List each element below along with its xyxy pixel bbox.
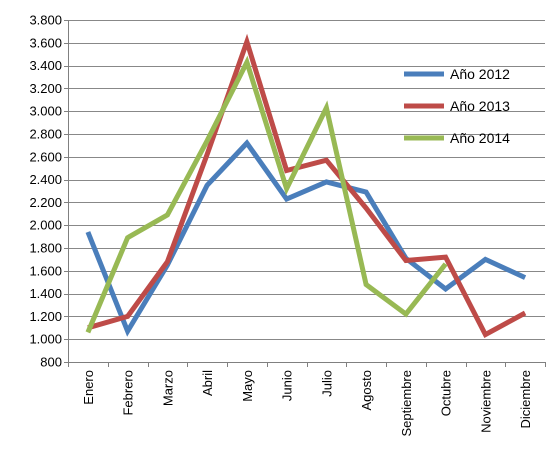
legend: Año 2012 Año 2013 Año 2014: [404, 66, 510, 146]
x-tick-label: Septiembre: [399, 370, 414, 436]
y-tick-label: 3.600: [29, 35, 62, 50]
y-tick-label: 3.200: [29, 81, 62, 96]
y-tick-label: 3.000: [29, 104, 62, 119]
series-layer: [85, 33, 527, 339]
x-tick-label: Mayo: [240, 370, 255, 402]
y-tick-label: 1.400: [29, 286, 62, 301]
legend-label: Año 2014: [450, 130, 510, 146]
x-tick-label: Diciembre: [518, 370, 533, 429]
x-tick-label: Agosto: [359, 370, 374, 410]
y-tick-label: 3.800: [29, 13, 62, 28]
x-tick-label: Julio: [319, 370, 334, 397]
x-tick-label: Enero: [81, 370, 96, 405]
y-tick-labels: 800 1.000 1.200 1.400 1.600 1.800 2.000 2.200 2.…: [29, 13, 62, 370]
x-tick-label: Octubre: [439, 370, 454, 416]
y-tick-label: 2.200: [29, 195, 62, 210]
x-tick-label: Febrero: [121, 370, 136, 416]
y-tick-label: 2.000: [29, 218, 62, 233]
legend-label: Año 2013: [450, 98, 510, 114]
y-tick-label: 2.600: [29, 149, 62, 164]
x-tick-labels: Enero Febrero Marzo Abril Mayo Junio Julio Agos…: [81, 370, 533, 437]
x-tick-label: Marzo: [160, 370, 175, 406]
y-tick-label: 1.600: [29, 263, 62, 278]
series-line-a-o-2014: [85, 55, 448, 334]
y-tick-label: 3.400: [29, 58, 62, 73]
y-tick-label: 1.800: [29, 241, 62, 256]
y-tick-label: 1.200: [29, 309, 62, 324]
legend-label: Año 2012: [450, 66, 510, 82]
y-tick-label: 800: [40, 355, 62, 370]
x-tick-label: Junio: [280, 370, 295, 401]
y-tick-label: 2.800: [29, 127, 62, 142]
x-tick-label: Noviembre: [478, 370, 493, 433]
axis-layer: [64, 20, 546, 367]
series-line-a-o-2012: [85, 139, 527, 337]
y-tick-label: 1.000: [29, 332, 62, 347]
y-tick-label: 2.400: [29, 172, 62, 187]
series-line-a-o-2013: [87, 33, 527, 339]
x-tick-label: Abril: [200, 370, 215, 396]
